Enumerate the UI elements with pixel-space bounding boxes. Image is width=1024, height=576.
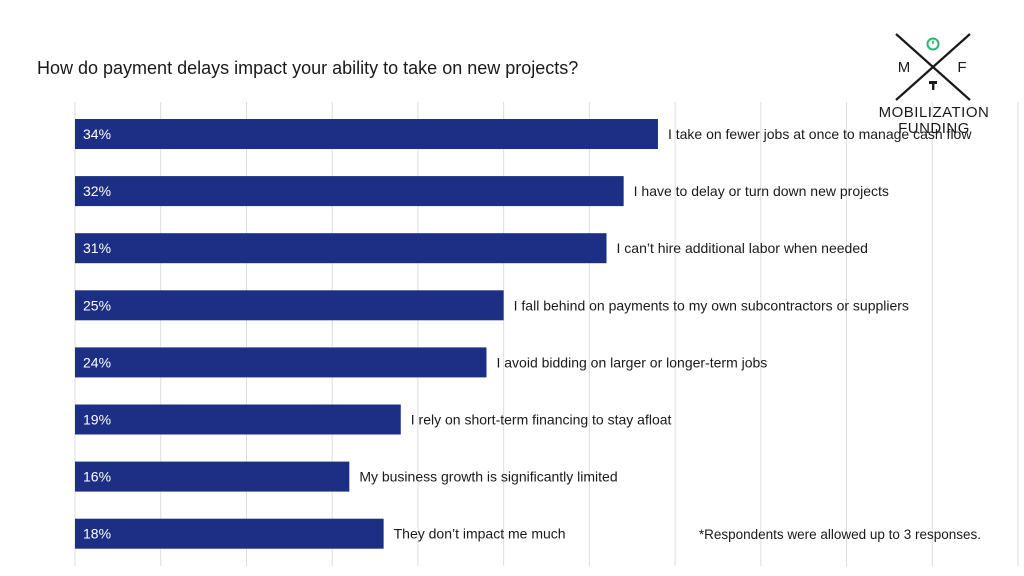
- logo-wordmark-line1: MOBILIZATION: [878, 104, 990, 121]
- bar-value-label: 31%: [83, 240, 111, 256]
- bar-value-label: 18%: [83, 526, 111, 542]
- category-label: I rely on short-term financing to stay a…: [411, 412, 672, 428]
- chart-title: How do payment delays impact your abilit…: [37, 58, 579, 78]
- bar: [75, 233, 607, 264]
- category-label: I avoid bidding on larger or longer-term…: [496, 354, 767, 370]
- bar: [75, 518, 384, 549]
- footnote: *Respondents were allowed up to 3 respon…: [698, 527, 981, 542]
- logo-letter-f: F: [957, 59, 966, 76]
- logo-mark-icon: M F: [895, 33, 971, 101]
- gridlines: [74, 102, 1019, 566]
- bar: [75, 461, 350, 492]
- labels: 34% I take on fewer jobs at once to manag…: [83, 126, 972, 542]
- category-label: They don’t impact me much: [394, 526, 566, 542]
- bar: [75, 119, 658, 149]
- bar: [75, 176, 624, 207]
- bar: [75, 347, 487, 378]
- bar-value-label: 34%: [83, 126, 111, 142]
- company-logo: M F MOBILIZATION FUNDING: [874, 32, 994, 142]
- bar-value-label: 24%: [83, 354, 111, 370]
- bar-value-label: 16%: [83, 469, 111, 485]
- category-label: I take on fewer jobs at once to manage c…: [668, 126, 972, 142]
- category-label: I have to delay or turn down new project…: [634, 183, 889, 199]
- logo-letter-m: M: [898, 59, 911, 76]
- category-label: I can’t hire additional labor when neede…: [617, 240, 868, 256]
- bar-value-label: 25%: [83, 297, 111, 313]
- bar: [75, 404, 401, 435]
- category-label: I fall behind on payments to my own subc…: [514, 297, 909, 313]
- bars: [75, 119, 658, 549]
- category-label: My business growth is significantly limi…: [359, 469, 617, 485]
- bar-value-label: 32%: [83, 183, 111, 199]
- logo-wordmark-line2: FUNDING: [898, 120, 970, 137]
- bar-value-label: 19%: [83, 412, 111, 428]
- bar: [75, 290, 504, 321]
